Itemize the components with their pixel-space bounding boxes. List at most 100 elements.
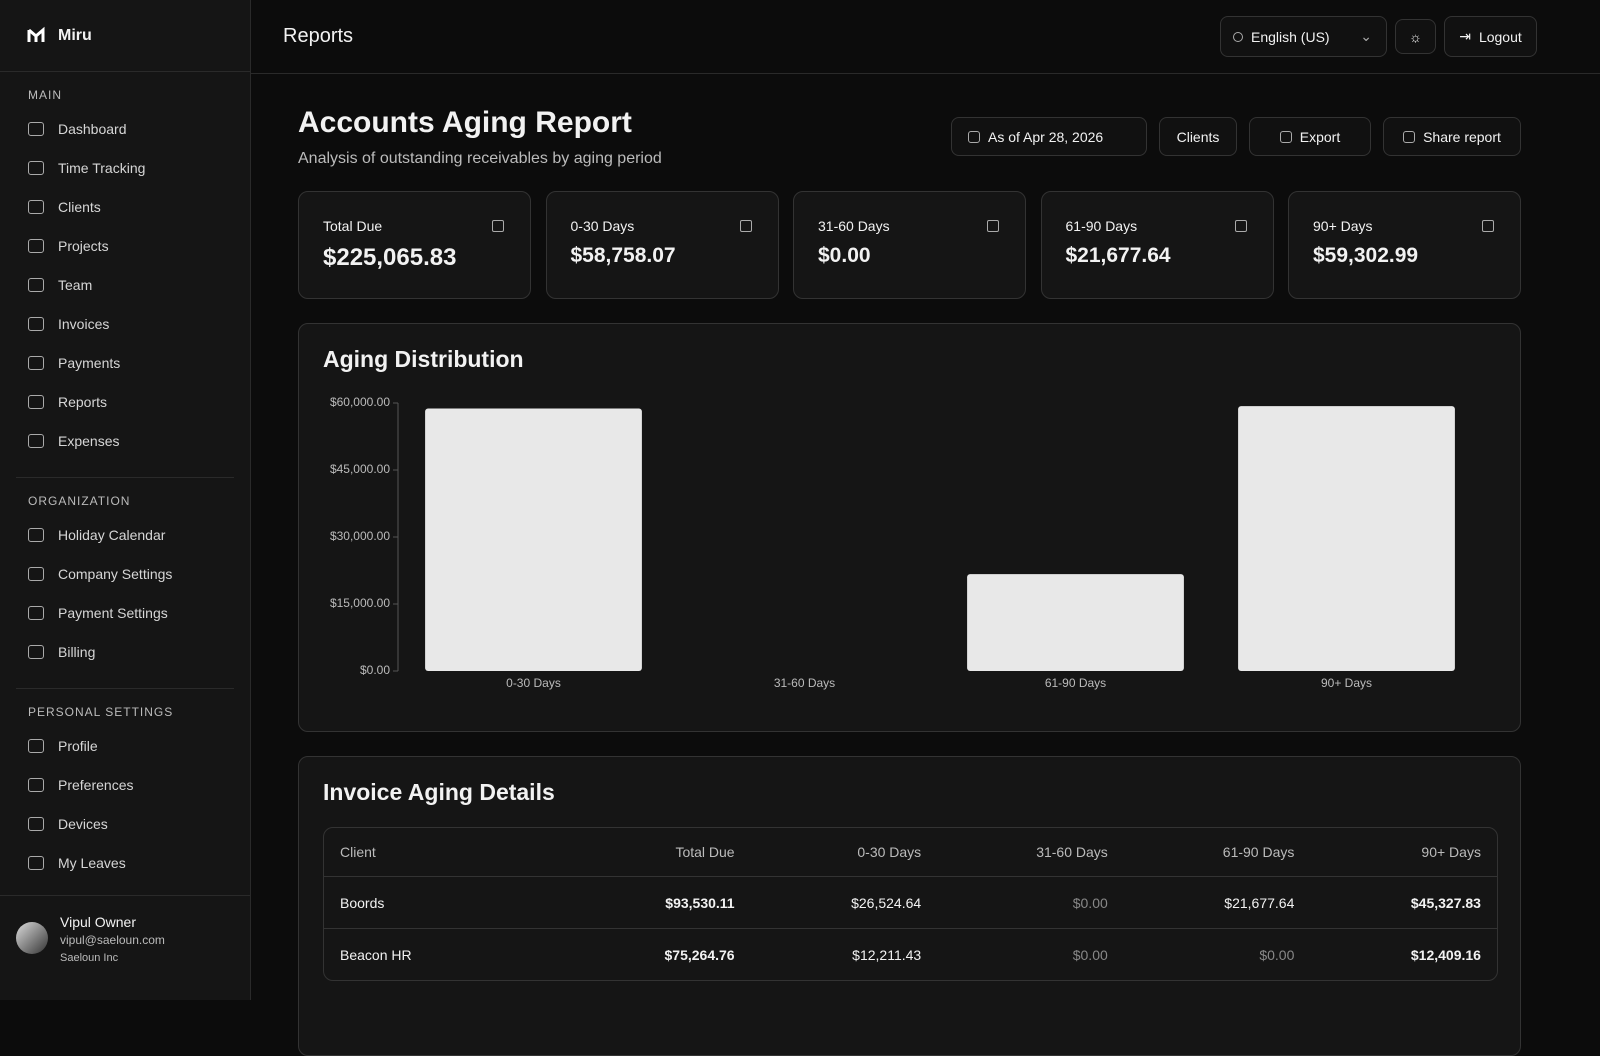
column-header: 31-60 Days bbox=[1036, 844, 1108, 860]
nav-label: Company Settings bbox=[58, 565, 173, 582]
bar bbox=[425, 408, 642, 671]
action-button[interactable]: Clients bbox=[1159, 117, 1237, 156]
card-icon bbox=[1234, 220, 1247, 232]
nav-icon bbox=[28, 644, 44, 659]
card-icon bbox=[987, 220, 999, 232]
nav-icon bbox=[28, 121, 44, 136]
nav-label: Profile bbox=[58, 737, 98, 754]
summary-card: 31-60 Days $0.00 bbox=[793, 191, 1026, 299]
language-select[interactable]: English (US) ⌄ bbox=[1220, 16, 1387, 57]
logout-button[interactable]: ⇥ Logout bbox=[1444, 16, 1537, 57]
nav-icon bbox=[28, 738, 44, 753]
x-tick-label: 0-30 Days bbox=[506, 676, 561, 690]
action-button[interactable]: Export bbox=[1249, 117, 1371, 156]
nav-icon bbox=[28, 316, 44, 331]
nav-item[interactable]: Expenses bbox=[28, 421, 234, 460]
card-label: 0-30 Days bbox=[570, 218, 635, 234]
nav-item[interactable]: Time Tracking bbox=[28, 148, 234, 187]
action-label: Export bbox=[1299, 128, 1341, 145]
action-icon bbox=[1403, 130, 1416, 143]
nav-label: Holiday Calendar bbox=[58, 526, 166, 543]
table-cell: $26,524.64 bbox=[851, 894, 922, 911]
column-header: Total Due bbox=[675, 844, 735, 860]
nav-item[interactable]: Payments bbox=[28, 343, 234, 382]
nav-item[interactable]: Invoices bbox=[28, 304, 234, 343]
nav-icon bbox=[28, 355, 44, 370]
nav-item[interactable]: Billing bbox=[28, 632, 234, 671]
table-cell: $12,211.43 bbox=[852, 946, 922, 963]
user-card[interactable]: Vipul Owner vipul@saeloun.com Saeloun In… bbox=[0, 895, 250, 1000]
nav-item[interactable]: Devices bbox=[28, 804, 234, 843]
nav-item[interactable]: Dashboard bbox=[28, 109, 234, 148]
nav-icon bbox=[28, 238, 44, 253]
card-value: $225,065.83 bbox=[323, 244, 457, 271]
action-icon bbox=[968, 130, 980, 143]
avatar bbox=[16, 922, 48, 954]
report-title: Accounts Aging Report bbox=[298, 106, 632, 139]
column-header: 61-90 Days bbox=[1222, 844, 1295, 860]
nav-section: ORGANIZATION Holiday Calendar Company Sett… bbox=[16, 478, 234, 689]
table-cell: Beacon HR bbox=[340, 946, 412, 963]
nav: MAIN Dashboard Time Tracking Clients Project… bbox=[0, 72, 250, 899]
theme-toggle[interactable]: ☼ bbox=[1395, 19, 1436, 54]
nav-label: Clients bbox=[58, 198, 101, 215]
summary-card: 0-30 Days $58,758.07 bbox=[545, 191, 779, 299]
brand[interactable]: Miru bbox=[0, 0, 250, 72]
nav-item[interactable]: Preferences bbox=[28, 765, 234, 804]
nav-icon bbox=[28, 816, 44, 831]
nav-icon bbox=[28, 277, 44, 292]
nav-icon bbox=[28, 777, 44, 792]
section-title: ORGANIZATION bbox=[28, 494, 131, 508]
nav-label: Projects bbox=[58, 237, 109, 254]
nav-label: My Leaves bbox=[58, 854, 126, 871]
action-icon bbox=[1279, 130, 1292, 143]
y-tick-label: $30,000.00 bbox=[330, 529, 390, 543]
nav-item[interactable]: My Leaves bbox=[28, 843, 234, 882]
x-tick-label: 90+ Days bbox=[1321, 676, 1372, 690]
card-icon bbox=[492, 220, 504, 232]
logout: Logout bbox=[1478, 28, 1522, 45]
chart-panel: Aging Distribution $0.00 $15,000.00 $30,00… bbox=[298, 323, 1521, 732]
card-value: $58,758.07 bbox=[570, 244, 676, 267]
nav-label: Team bbox=[58, 276, 93, 293]
action-button[interactable]: As of Apr 28, 2026 bbox=[951, 117, 1147, 156]
nav-item[interactable]: Holiday Calendar bbox=[28, 515, 234, 554]
table-title: Invoice Aging Details bbox=[323, 779, 555, 805]
y-tick-label: $15,000.00 bbox=[330, 596, 390, 610]
nav-label: Billing bbox=[58, 643, 96, 660]
nav-section: PERSONAL SETTINGS Profile Preferences Devic… bbox=[16, 689, 234, 899]
nav-item[interactable]: Profile bbox=[28, 726, 234, 765]
summary-card: 61-90 Days $21,677.64 bbox=[1040, 191, 1274, 299]
section-title: MAIN bbox=[28, 88, 62, 102]
column-header: 90+ Days bbox=[1421, 844, 1481, 860]
summary-card: 90+ Days $59,302.99 bbox=[1288, 191, 1521, 299]
table-cell: $12,409.16 bbox=[1410, 946, 1481, 963]
nav-item[interactable]: Projects bbox=[28, 226, 234, 265]
chart-title: Aging Distribution bbox=[323, 346, 524, 372]
card-label: 31-60 Days bbox=[818, 218, 890, 234]
user-email: vipul@saeloun.com bbox=[60, 933, 165, 947]
table-row[interactable]: Beacon HR $75,264.76 $12,211.43 $0.00 $0.00 $… bbox=[324, 928, 1497, 980]
bar bbox=[967, 574, 1184, 671]
card-value: $21,677.64 bbox=[1065, 244, 1171, 267]
table-row[interactable]: Boords $93,530.11 $26,524.64 $0.00 $21,677.6… bbox=[324, 876, 1497, 928]
nav-label: Preferences bbox=[58, 776, 134, 793]
table-panel: Invoice Aging Details Client Total Due 0-3… bbox=[298, 756, 1521, 1056]
nav-label: Invoices bbox=[58, 315, 110, 332]
nav-item[interactable]: Team bbox=[28, 265, 234, 304]
column-header: 0-30 Days bbox=[857, 844, 922, 860]
action-button[interactable]: Share report bbox=[1383, 117, 1521, 156]
nav-item[interactable]: Company Settings bbox=[28, 554, 234, 593]
nav-label: Time Tracking bbox=[58, 159, 146, 176]
nav-item[interactable]: Reports bbox=[28, 382, 234, 421]
y-tick-label: $60,000.00 bbox=[330, 395, 390, 409]
nav-icon bbox=[28, 394, 44, 409]
table-cell: $75,264.76 bbox=[664, 946, 735, 963]
nav-item[interactable]: Clients bbox=[28, 187, 234, 226]
nav-label: Dashboard bbox=[58, 120, 127, 137]
action-label: As of Apr 28, 2026 bbox=[988, 128, 1104, 145]
user-company: Saeloun Inc bbox=[60, 952, 119, 964]
x-tick-label: 61-90 Days bbox=[1045, 676, 1106, 690]
nav-item[interactable]: Payment Settings bbox=[28, 593, 234, 632]
